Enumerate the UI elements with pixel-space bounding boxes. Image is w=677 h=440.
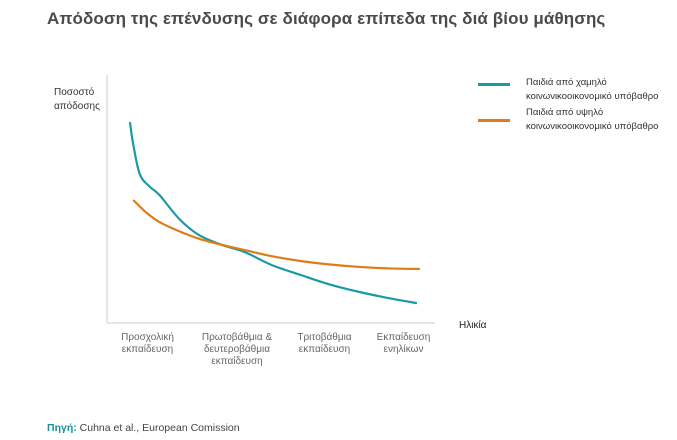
x-axis-label: Ηλικία xyxy=(459,320,487,331)
x-tick-label: Προσχολική εκπαίδευση xyxy=(121,332,174,355)
legend-label: Παιδιά από χαμηλό κοινωνικοοικονομικό υπ… xyxy=(526,77,659,102)
legend-item: Παιδιά από χαμηλό κοινωνικοοικονομικό υπ… xyxy=(478,76,676,104)
legend-item: Παιδιά από υψηλό κοινωνικοοικονομικό υπό… xyxy=(478,106,676,134)
x-tick-label: Πρωτοβάθμια & δευτεροβάθμια εκπαίδευση xyxy=(201,332,273,367)
chart-title: Απόδοση της επένδυσης σε διάφορα επίπεδα… xyxy=(47,9,606,28)
x-tick-label: Εκπαίδευση ενηλίκων xyxy=(376,332,431,355)
source-text: Cuhna et al., European Comission xyxy=(79,422,240,434)
y-axis-label: Ποσοστό απόδοσης xyxy=(54,87,100,112)
series-line-low-ses xyxy=(128,121,418,305)
legend-label: Παιδιά από υψηλό κοινωνικοοικονομικό υπό… xyxy=(526,107,659,132)
series-line-high-ses xyxy=(132,199,420,271)
legend-swatch xyxy=(478,83,510,86)
source-label: Πηγή: xyxy=(47,422,77,434)
x-tick-label: Τριτοβάθμια εκπαίδευση xyxy=(297,332,352,355)
source-note: Πηγή: Cuhna et al., European Comission xyxy=(47,422,240,434)
legend-swatch xyxy=(478,119,510,122)
